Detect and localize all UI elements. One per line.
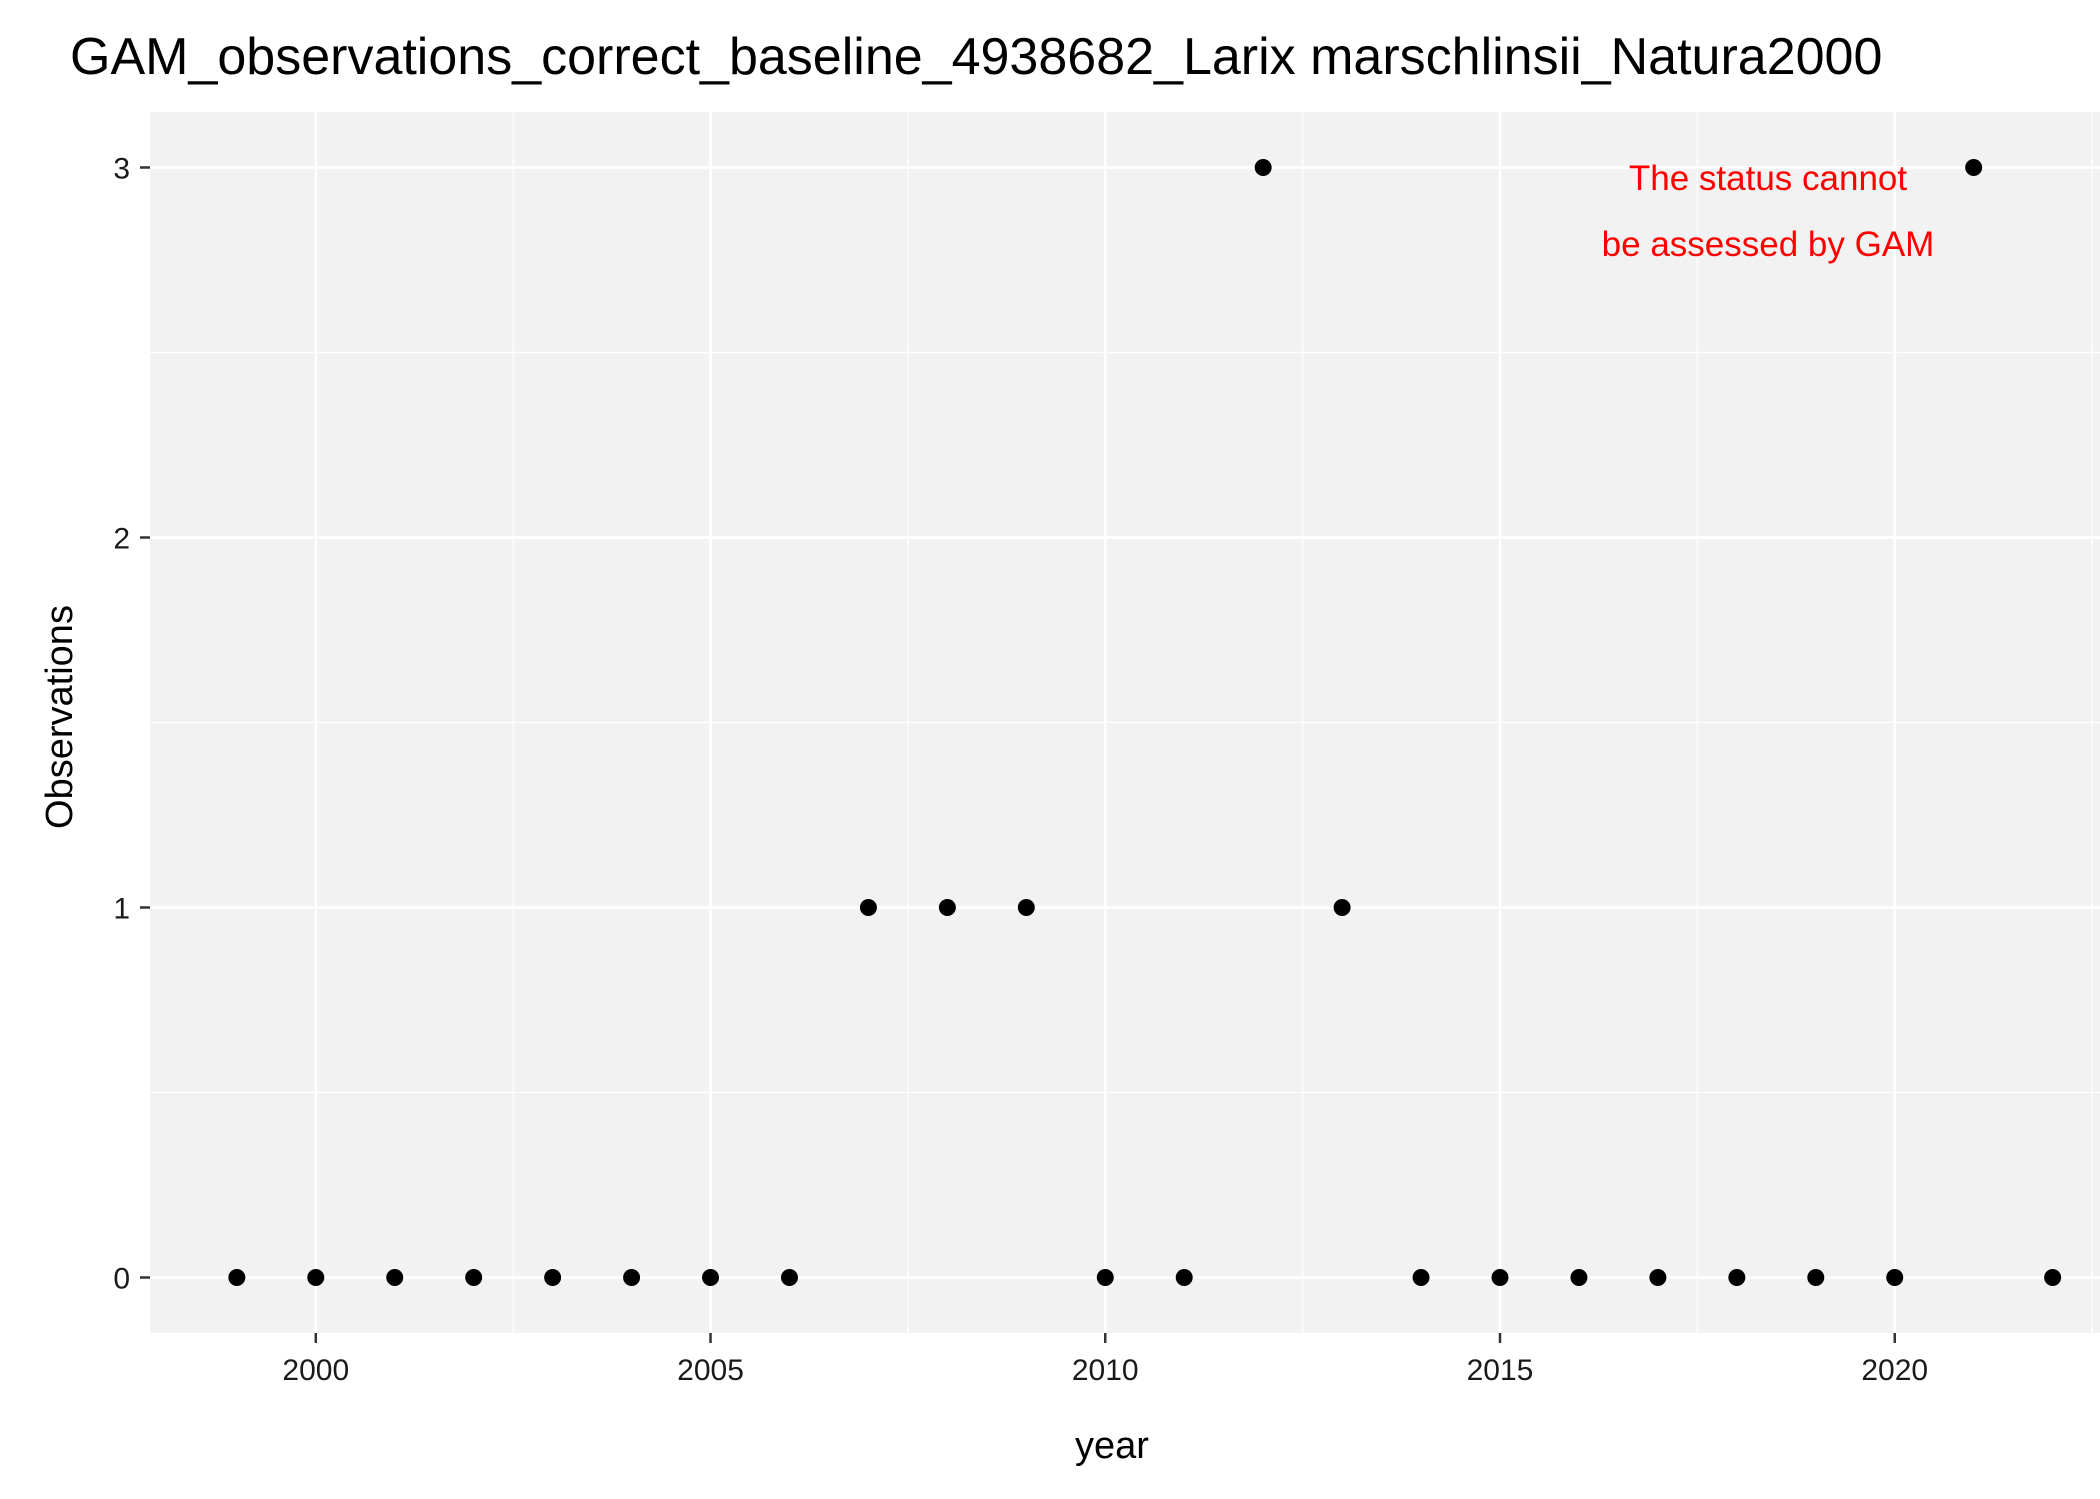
y-tick-label: 1: [113, 893, 130, 926]
data-point: [1886, 1269, 1904, 1286]
y-axis-title: Observations: [39, 605, 81, 829]
y-tick-label: 3: [113, 153, 130, 186]
annotation-line: be assessed by GAM: [1602, 225, 1935, 264]
x-tick-label: 2020: [1861, 1354, 1928, 1387]
data-point: [1412, 1269, 1430, 1286]
data-point: [544, 1269, 562, 1286]
x-axis-title: year: [1075, 1425, 1149, 1467]
data-point: [938, 899, 956, 916]
minor-gridlines: [150, 112, 2100, 1333]
x-tick-label: 2010: [1072, 1354, 1139, 1387]
data-point: [1017, 899, 1035, 916]
data-point: [623, 1269, 641, 1286]
y-tick-label: 0: [113, 1263, 130, 1296]
annotation-line: The status cannot: [1629, 159, 1907, 198]
data-point: [1649, 1269, 1667, 1286]
data-points: [228, 159, 2062, 1286]
data-point: [307, 1269, 325, 1286]
data-point: [1965, 159, 1983, 176]
x-axis-ticks: 2000 2005 2010 2015 2020: [282, 1333, 1928, 1387]
chart-title: GAM_observations_correct_baseline_493868…: [70, 28, 1882, 86]
data-point: [228, 1269, 246, 1286]
data-point: [702, 1269, 720, 1286]
y-tick-label: 2: [113, 523, 130, 556]
data-point: [859, 899, 877, 916]
data-point: [1807, 1269, 1825, 1286]
status-annotation: The status cannot be assessed by GAM: [1602, 159, 1935, 264]
data-point: [2044, 1269, 2062, 1286]
data-point: [780, 1269, 798, 1286]
data-point: [1175, 1269, 1193, 1286]
x-tick-label: 2015: [1467, 1354, 1534, 1387]
x-tick-label: 2005: [677, 1354, 744, 1387]
x-tick-label: 2000: [282, 1354, 349, 1387]
data-point: [465, 1269, 483, 1286]
data-point: [1096, 1269, 1114, 1286]
data-point: [1333, 899, 1351, 916]
data-point: [1728, 1269, 1746, 1286]
y-axis-ticks: 0 1 2 3: [113, 153, 150, 1296]
data-point: [1491, 1269, 1509, 1286]
data-point: [1570, 1269, 1588, 1286]
data-point: [1254, 159, 1272, 176]
data-point: [386, 1269, 404, 1286]
